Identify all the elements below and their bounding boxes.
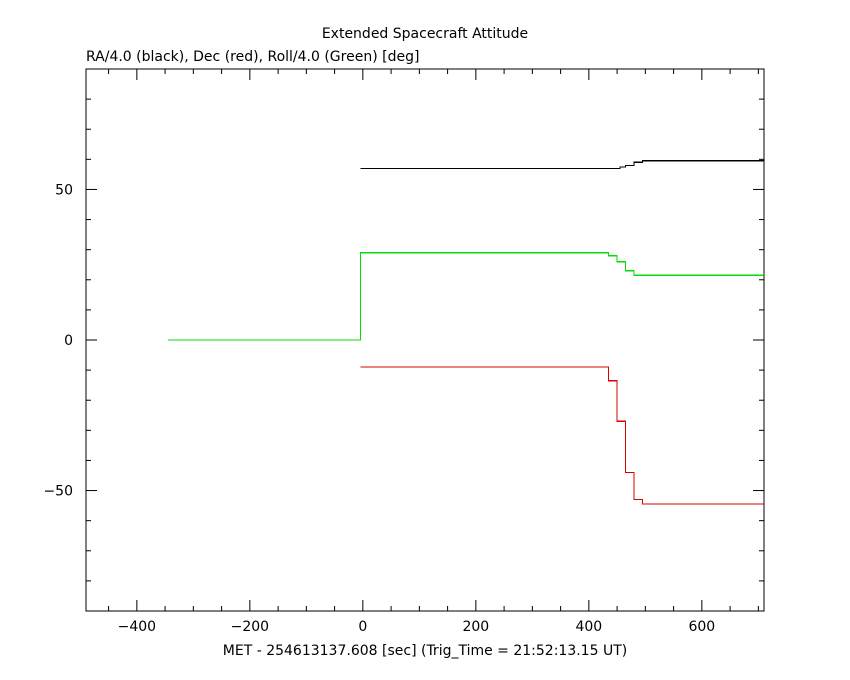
x-axis-label: MET - 254613137.608 [sec] (Trig_Time = 2… xyxy=(223,643,627,659)
x-tick-label: 400 xyxy=(575,619,602,635)
chart-title: Extended Spacecraft Attitude xyxy=(322,26,528,42)
y-tick-label: 50 xyxy=(55,182,73,198)
series-line-0 xyxy=(360,160,764,169)
series-line-1 xyxy=(360,366,764,505)
y-tick-label: −50 xyxy=(43,484,73,500)
series-line-2 xyxy=(167,252,764,341)
tick-marks xyxy=(86,68,764,612)
x-tick-label: −400 xyxy=(118,619,156,635)
chart-subtitle: RA/4.0 (black), Dec (red), Roll/4.0 (Gre… xyxy=(86,49,419,65)
y-tick-label: 0 xyxy=(64,333,73,349)
x-tick-label: 200 xyxy=(462,619,489,635)
tick-labels: −400 −200 0 200 400 600 −50 0 50 xyxy=(43,182,715,635)
x-tick-label: 0 xyxy=(358,619,367,635)
series-layer xyxy=(167,160,764,505)
x-tick-label: −200 xyxy=(231,619,269,635)
x-tick-label: 600 xyxy=(688,619,715,635)
